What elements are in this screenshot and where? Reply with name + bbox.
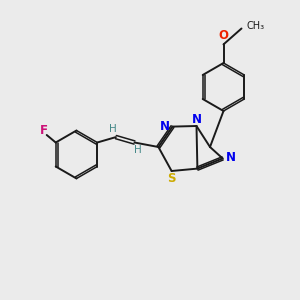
Text: S: S [167, 172, 176, 185]
Text: H: H [109, 124, 117, 134]
Text: N: N [225, 151, 236, 164]
Text: CH₃: CH₃ [247, 21, 265, 31]
Text: N: N [192, 113, 202, 126]
Text: N: N [160, 119, 170, 133]
Text: F: F [40, 124, 48, 137]
Text: O: O [218, 29, 229, 42]
Text: H: H [134, 145, 141, 155]
